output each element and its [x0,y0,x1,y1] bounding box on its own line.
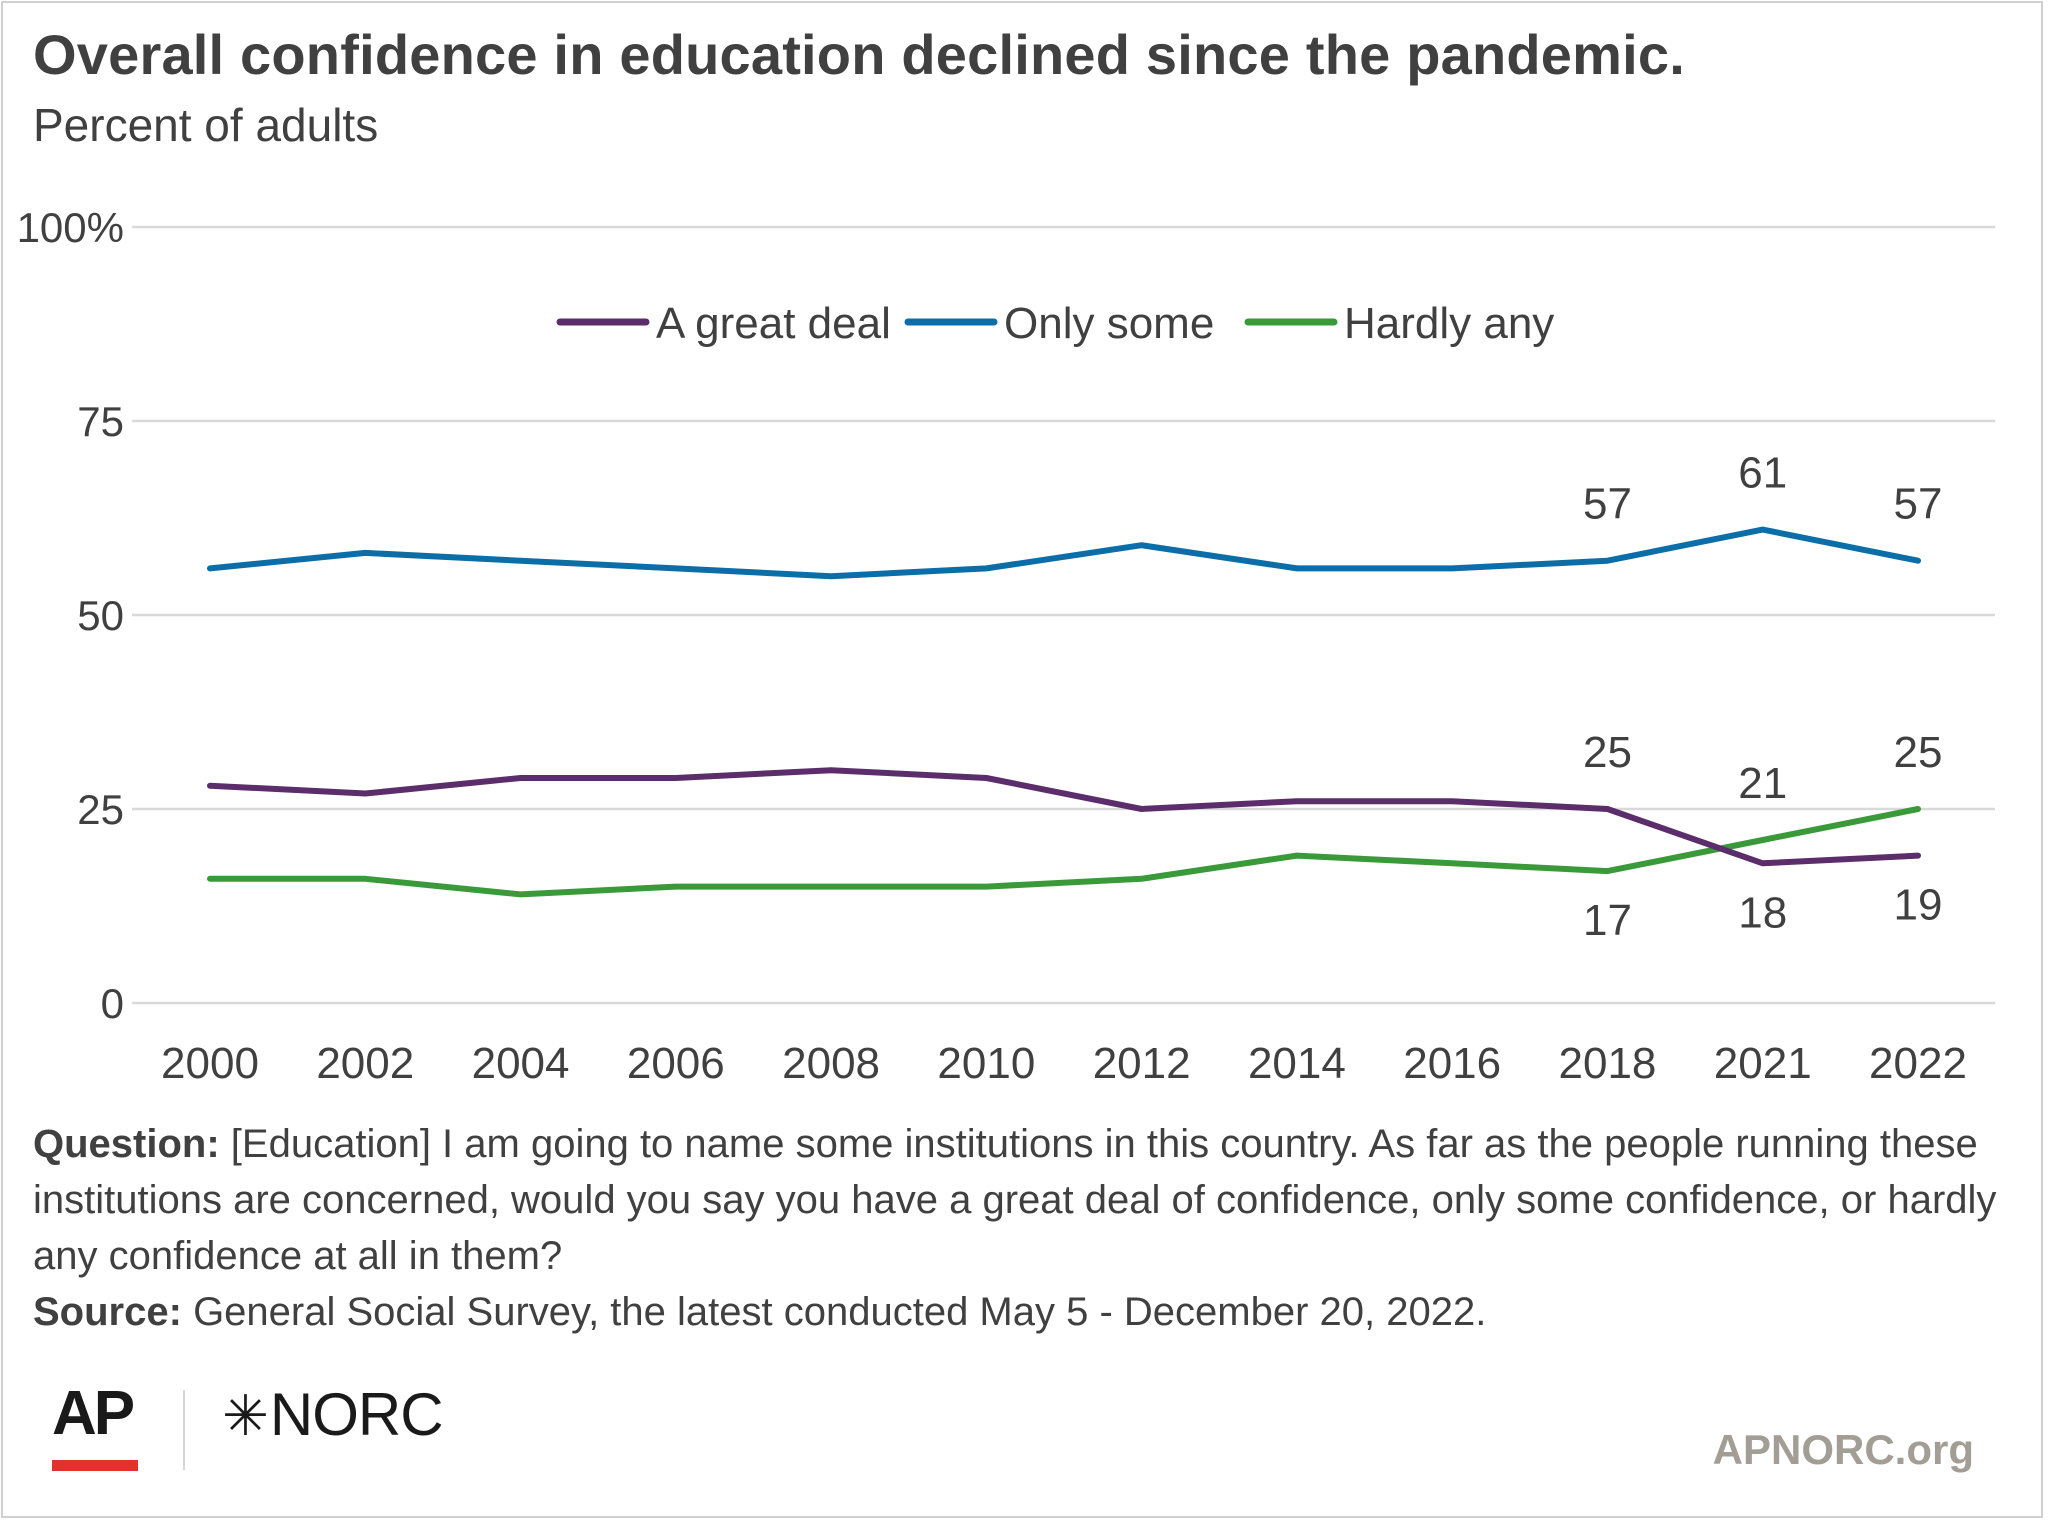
x-tick-label: 2022 [1869,1039,1967,1088]
x-tick-label: 2016 [1403,1039,1501,1088]
series-line [207,526,1921,580]
x-tick-label: 2006 [627,1039,725,1088]
data-label: 57 [1894,480,1943,529]
data-label: 57 [1583,480,1632,529]
x-tick-label: 2012 [1093,1039,1191,1088]
data-label: 18 [1738,888,1787,937]
x-tick-label: 2000 [161,1039,259,1088]
source-label: Source: [33,1290,182,1334]
series-line [207,806,1921,898]
legend-label: A great deal [656,299,891,348]
x-tick-label: 2010 [937,1039,1035,1088]
legend-label: Only some [1004,299,1214,348]
y-tick-label: 50 [77,592,124,639]
legend-label: Hardly any [1344,299,1554,348]
x-tick-label: 2018 [1559,1039,1657,1088]
series-line [207,767,1921,867]
ap-logo: AP [52,1379,135,1448]
norc-star-icon: ✳ [222,1384,269,1447]
y-tick-label: 75 [77,398,124,445]
question-label: Question: [33,1122,220,1166]
norc-logo-text: NORC [269,1381,444,1448]
data-label: 25 [1894,728,1943,777]
x-tick-label: 2002 [316,1039,414,1088]
norc-logo: ✳NORC [222,1380,444,1449]
chart-subtitle: Percent of adults [33,99,379,151]
question-text: [Education] I am going to name some inst… [33,1122,1997,1278]
data-label: 17 [1583,896,1632,945]
x-tick-label: 2008 [782,1039,880,1088]
chart-title: Overall confidence in education declined… [33,23,1685,86]
source-text: General Social Survey, the latest conduc… [193,1290,1487,1334]
y-tick-label: 25 [77,786,124,833]
line-chart: 0 25 50 75 100% 2000 2002 2004 2006 2008 2010 2012… [17,204,1995,1088]
x-tick-label: 2021 [1714,1039,1812,1088]
x-tick-label: 2014 [1248,1039,1346,1088]
data-label: 25 [1583,728,1632,777]
ap-logo-bar [52,1460,138,1471]
site-url: APNORC.org [1712,1426,1974,1473]
chart-notes: Question: [Education] I am going to name… [33,1116,2013,1340]
data-label: 61 [1738,449,1787,498]
x-tick-label: 2004 [472,1039,570,1088]
y-tick-label: 100% [17,204,124,251]
logo-divider [183,1390,185,1470]
data-label: 19 [1894,881,1943,930]
y-tick-label: 0 [101,980,124,1027]
data-label: 21 [1738,759,1787,808]
